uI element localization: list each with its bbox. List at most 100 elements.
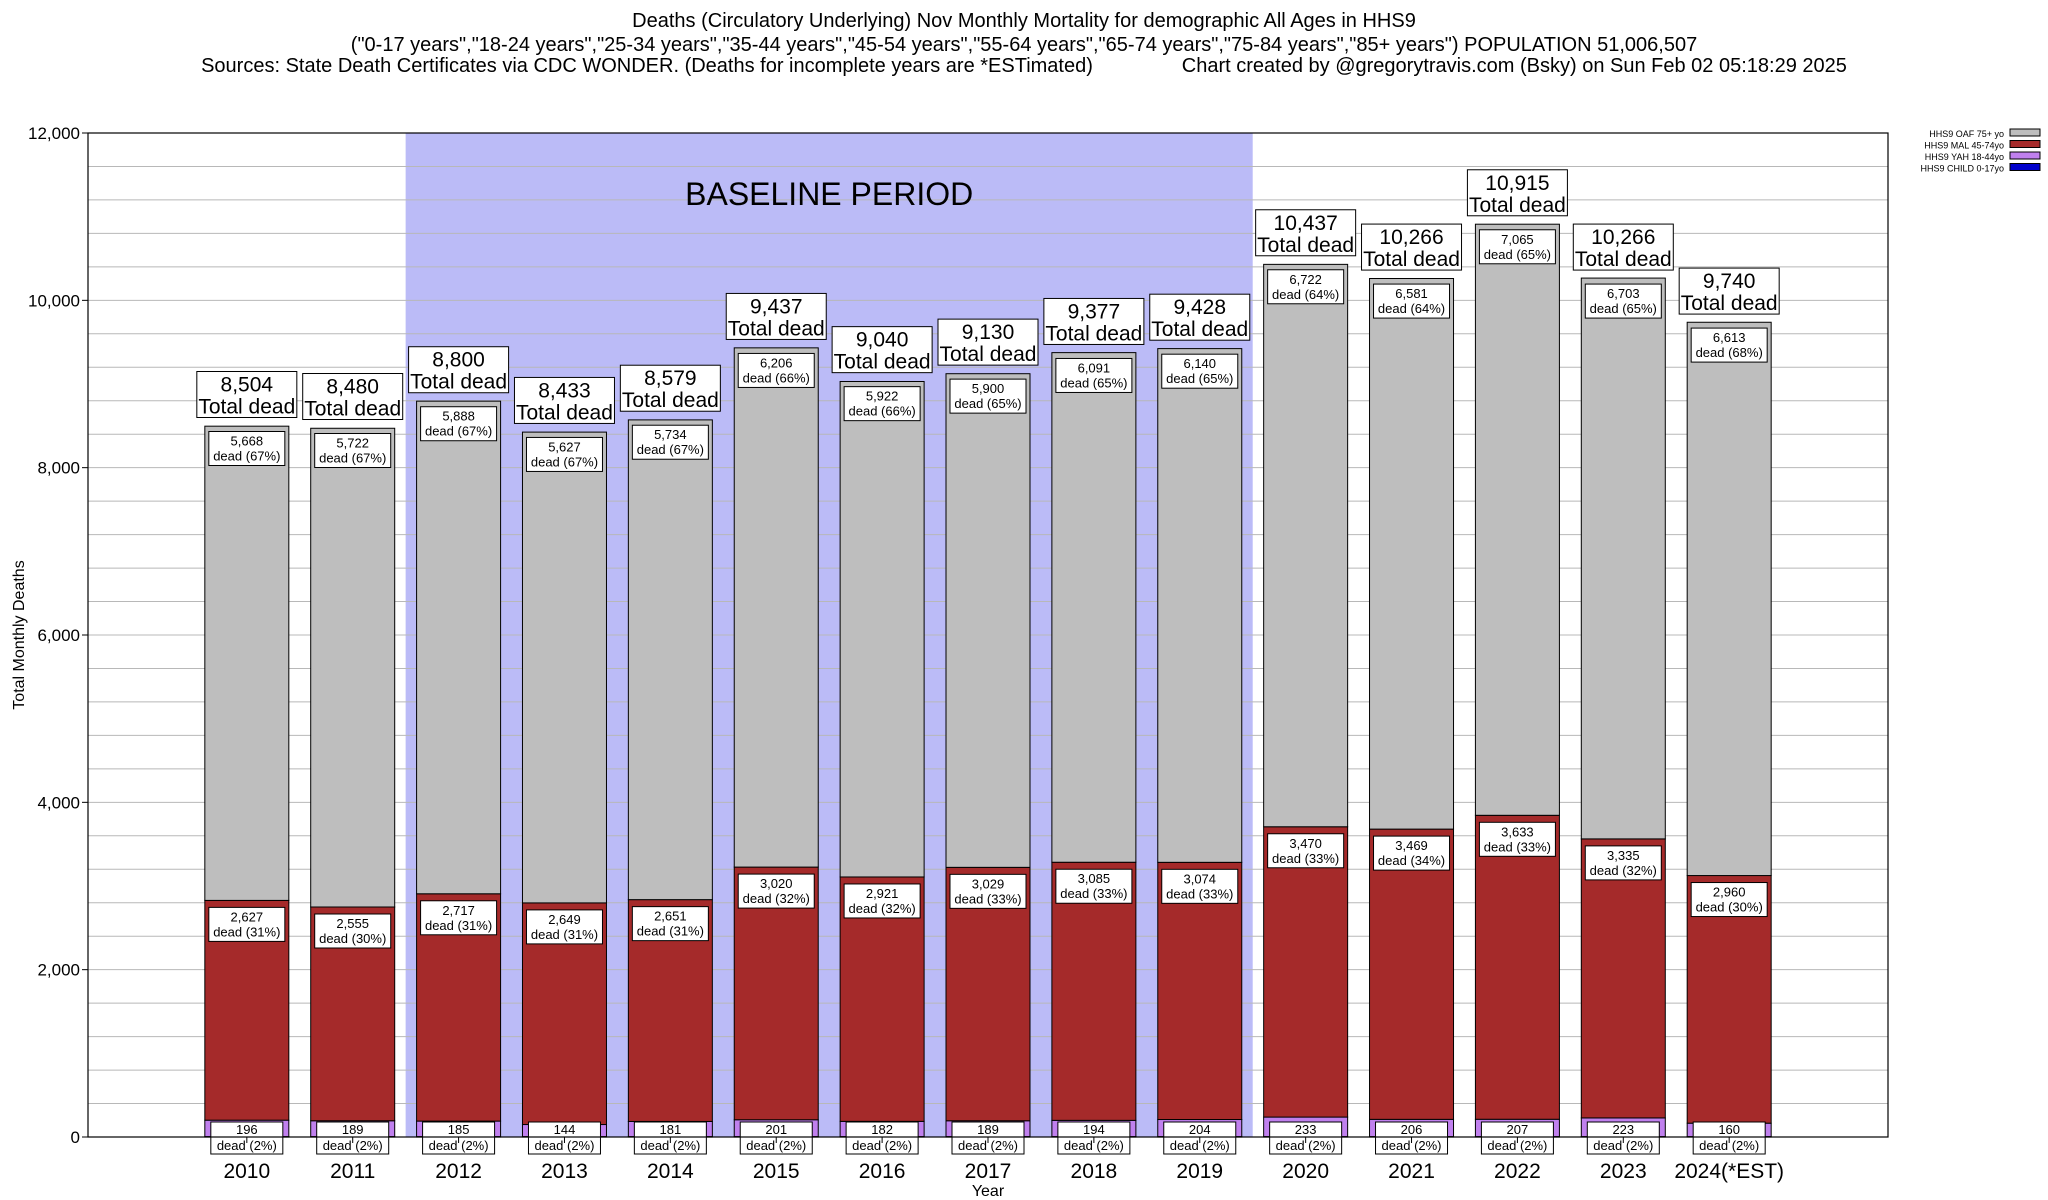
chart-credit: Chart created by @gregorytravis.com (Bsk… bbox=[1181, 55, 1847, 77]
total-suffix-label: Total dead bbox=[1363, 248, 1460, 271]
y-tick-label: 0 bbox=[71, 1128, 80, 1147]
mal-pct-label: dead (31%) bbox=[213, 924, 280, 939]
oaf-value-label: 5,734 bbox=[654, 427, 687, 442]
oaf-pct-label: dead (65%) bbox=[954, 396, 1021, 411]
oaf-label-box bbox=[631, 424, 709, 460]
total-suffix-label: Total dead bbox=[1257, 234, 1354, 257]
bar-segment-3 bbox=[204, 425, 290, 901]
yah-pct-label: dead (2%) bbox=[429, 1138, 489, 1153]
mal-label-box bbox=[1478, 821, 1556, 857]
oaf-label-box bbox=[843, 386, 921, 422]
total-value-label: 8,579 bbox=[644, 367, 697, 390]
mal-label-box bbox=[525, 909, 603, 945]
total-label-box bbox=[1466, 169, 1568, 217]
yah-value-label: 181 bbox=[660, 1122, 682, 1137]
oaf-label-box bbox=[737, 352, 815, 388]
mal-value-label: 2,921 bbox=[866, 886, 899, 901]
yah-pct-label: dead (2%) bbox=[1699, 1138, 1759, 1153]
mal-value-label: 3,085 bbox=[1078, 871, 1111, 886]
total-value-label: 10,266 bbox=[1591, 226, 1655, 249]
bar-segment-2 bbox=[1263, 826, 1349, 1118]
bar-segment-3 bbox=[733, 347, 819, 868]
mal-label-box bbox=[949, 873, 1027, 909]
oaf-label-box bbox=[1055, 357, 1133, 393]
total-suffix-label: Total dead bbox=[728, 317, 825, 340]
yah-value-label: 207 bbox=[1507, 1122, 1529, 1137]
legend-swatch bbox=[2009, 151, 2041, 160]
yah-value-label: 201 bbox=[765, 1122, 787, 1137]
total-value-label: 9,428 bbox=[1173, 296, 1226, 319]
chart-subtitle-age-groups: ("0-17 years","18-24 years","25-34 years… bbox=[350, 34, 1698, 56]
oaf-value-label: 5,900 bbox=[972, 381, 1005, 396]
total-value-label: 9,377 bbox=[1068, 300, 1121, 323]
mal-pct-label: dead (33%) bbox=[1484, 839, 1551, 854]
bar-segment-3 bbox=[310, 427, 396, 908]
mal-pct-label: dead (34%) bbox=[1378, 853, 1445, 868]
chart-sources: Sources: State Death Certificates via CD… bbox=[201, 55, 1093, 77]
yah-value-label: 204 bbox=[1189, 1122, 1211, 1137]
x-tick-label: 2013 bbox=[541, 1160, 588, 1183]
total-label-box bbox=[619, 364, 721, 412]
mal-label-box bbox=[1267, 833, 1345, 869]
yah-pct-label: dead (2%) bbox=[746, 1138, 806, 1153]
bar-segment-3 bbox=[1686, 321, 1772, 877]
x-tick-label: 2014 bbox=[647, 1160, 694, 1183]
yah-pct-label: dead (2%) bbox=[1064, 1138, 1124, 1153]
bar-segment-2 bbox=[1051, 861, 1137, 1121]
yah-pct-label: dead (2%) bbox=[958, 1138, 1018, 1153]
mal-label-box bbox=[1161, 868, 1239, 904]
bar-segment-3 bbox=[521, 431, 607, 904]
y-tick-label: 2,000 bbox=[37, 961, 80, 980]
total-suffix-label: Total dead bbox=[1681, 292, 1778, 315]
oaf-value-label: 5,668 bbox=[231, 433, 264, 448]
y-tick-label: 4,000 bbox=[37, 793, 80, 812]
yah-pct-label: dead (2%) bbox=[1382, 1138, 1442, 1153]
bar-segment-2 bbox=[1580, 838, 1666, 1119]
yah-value-label: 160 bbox=[1718, 1122, 1740, 1137]
mal-value-label: 3,074 bbox=[1183, 871, 1216, 886]
bar-segment-3 bbox=[1263, 263, 1349, 828]
y-axis-title: Total Monthly Deaths bbox=[11, 560, 28, 709]
x-tick-label: 2017 bbox=[965, 1160, 1012, 1183]
mal-pct-label: dead (33%) bbox=[954, 891, 1021, 906]
total-label-box bbox=[1043, 297, 1145, 345]
oaf-value-label: 5,627 bbox=[548, 439, 581, 454]
oaf-pct-label: dead (68%) bbox=[1696, 345, 1763, 360]
legend-label: HHS9 YAH 18-44yo bbox=[1925, 152, 2004, 162]
yah-value-label: 144 bbox=[554, 1122, 576, 1137]
total-label-box bbox=[1678, 267, 1780, 315]
x-axis-title: Year bbox=[972, 1183, 1005, 1200]
mal-pct-label: dead (32%) bbox=[1590, 863, 1657, 878]
total-label-box bbox=[725, 292, 827, 340]
mal-label-box bbox=[843, 883, 921, 919]
mal-pct-label: dead (33%) bbox=[1272, 851, 1339, 866]
yah-value-label: 233 bbox=[1295, 1122, 1317, 1137]
oaf-label-box bbox=[525, 436, 603, 472]
bar-segment-3 bbox=[416, 400, 502, 895]
chart-title: Deaths (Circulatory Underlying) Nov Mont… bbox=[632, 10, 1416, 32]
oaf-label-box bbox=[1584, 283, 1662, 319]
mal-pct-label: dead (30%) bbox=[1696, 900, 1763, 915]
oaf-label-box bbox=[208, 430, 286, 466]
oaf-label-box bbox=[314, 433, 392, 469]
total-suffix-label: Total dead bbox=[198, 395, 295, 418]
total-label-box bbox=[196, 370, 298, 418]
oaf-label-box bbox=[1690, 327, 1768, 363]
x-tick-label: 2023 bbox=[1600, 1160, 1647, 1183]
bar-segment-3 bbox=[1580, 277, 1666, 840]
x-tick-label: 2021 bbox=[1388, 1160, 1435, 1183]
bar-segment-3 bbox=[627, 419, 713, 901]
yah-pct-label: dead (2%) bbox=[323, 1138, 383, 1153]
bar-segment-3 bbox=[1474, 223, 1560, 816]
mal-label-box bbox=[208, 906, 286, 942]
oaf-label-box bbox=[949, 378, 1027, 414]
legend-swatch bbox=[2009, 140, 2041, 148]
yah-pct-label: dead (2%) bbox=[1276, 1138, 1336, 1153]
yah-pct-label: dead (2%) bbox=[852, 1138, 912, 1153]
total-suffix-label: Total dead bbox=[1575, 248, 1672, 271]
total-value-label: 9,437 bbox=[750, 295, 803, 318]
yah-pct-label: dead (2%) bbox=[1170, 1138, 1230, 1153]
mal-value-label: 3,029 bbox=[972, 876, 1005, 891]
x-tick-label: 2020 bbox=[1282, 1160, 1329, 1183]
mal-pct-label: dead (30%) bbox=[319, 931, 386, 946]
